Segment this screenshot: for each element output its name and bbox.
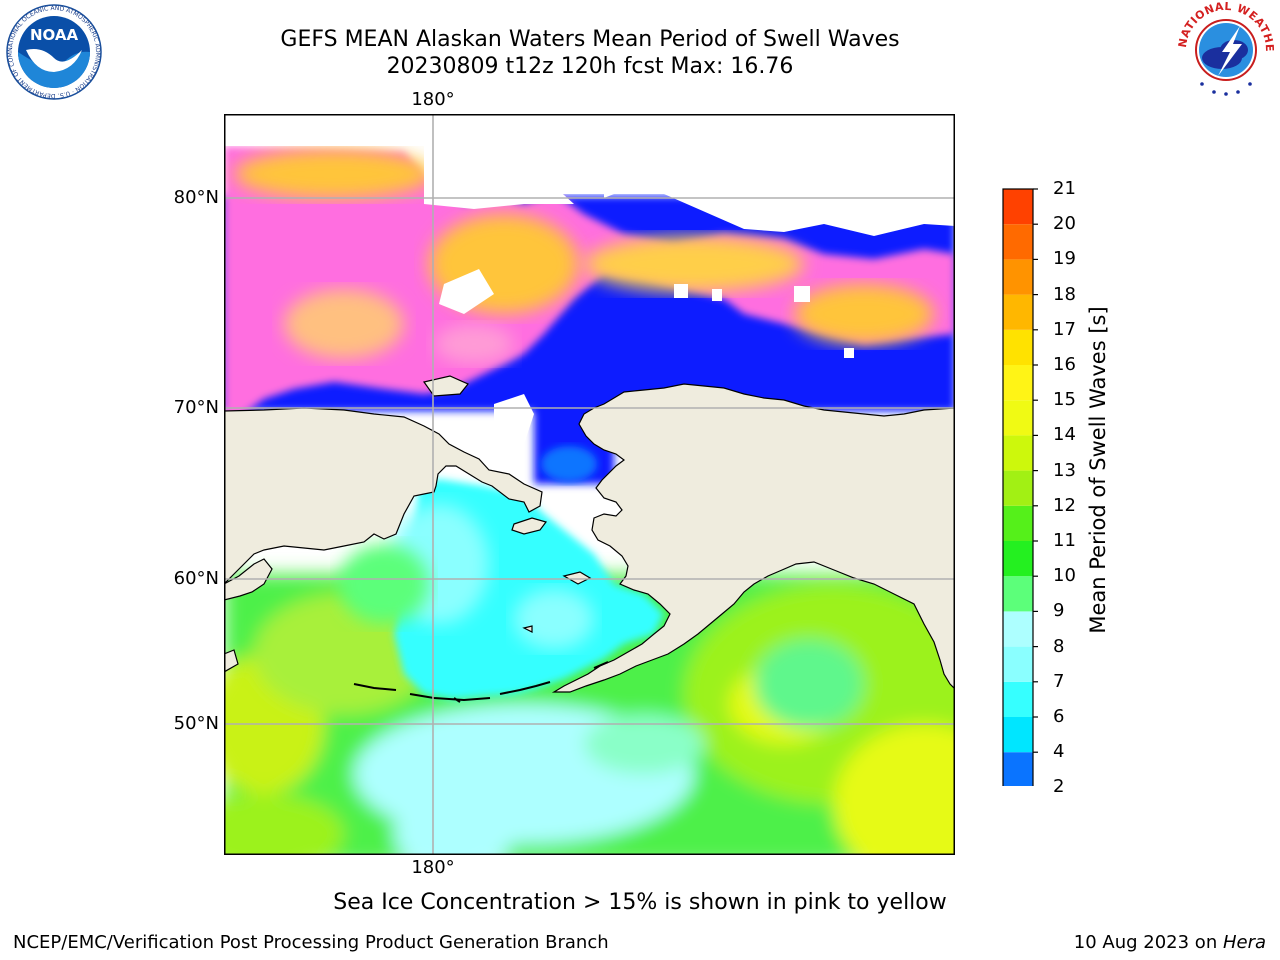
colorbar-segment-12 xyxy=(1003,470,1033,506)
colorbar xyxy=(1000,186,1040,786)
colorbar-tick-label: 15 xyxy=(1053,389,1076,411)
sea-ice-layer xyxy=(224,114,955,419)
colorbar-segment-15 xyxy=(1003,365,1033,401)
colorbar-tick-label: 17 xyxy=(1053,318,1076,340)
colorbar-tick-label: 12 xyxy=(1053,494,1076,516)
footer-date: 10 Aug 2023 on Hera xyxy=(1074,932,1266,953)
nws-logo: NATIONAL WEATHER SERVICE xyxy=(1173,0,1276,98)
colorbar-svg xyxy=(1002,188,1038,786)
colorbar-segment-19 xyxy=(1003,224,1033,260)
colorbar-segment-7 xyxy=(1003,646,1033,682)
colorbar-tick-label: 18 xyxy=(1053,283,1076,305)
colorbar-segment-20 xyxy=(1003,189,1033,225)
lat-tick-70: 70°N xyxy=(173,397,219,418)
noaa-logo-text: NOAA xyxy=(30,26,79,44)
footer-host: Hera xyxy=(1222,932,1266,953)
land-masses xyxy=(224,375,955,693)
colorbar-segment-16 xyxy=(1003,329,1033,365)
colorbar-tick-label: 2 xyxy=(1053,776,1065,798)
colorbar-segment-4 xyxy=(1003,717,1033,753)
colorbar-tick-label: 7 xyxy=(1053,670,1065,692)
colorbar-tick-label: 16 xyxy=(1053,354,1076,375)
colorbar-segment-18 xyxy=(1003,259,1033,295)
ice-free-patches xyxy=(439,269,854,459)
map-frame xyxy=(224,114,955,855)
colorbar-frame xyxy=(1002,188,1034,786)
colorbar-segment-14 xyxy=(1003,400,1033,436)
colorbar-tick-label: 4 xyxy=(1053,741,1065,763)
colorbar-segment-8 xyxy=(1003,611,1033,647)
colorbar-tick-label: 11 xyxy=(1053,530,1076,551)
colorbar-tick-label: 8 xyxy=(1053,635,1065,657)
swell-period-map xyxy=(224,114,955,855)
map-panel xyxy=(224,114,955,855)
colorbar-tick-label: 19 xyxy=(1053,248,1076,270)
lat-tick-60: 60°N xyxy=(173,568,219,589)
colorbar-segment-11 xyxy=(1003,505,1033,541)
colorbar-tick-label: 9 xyxy=(1053,600,1065,622)
lat-lon-grid xyxy=(224,114,955,855)
footer-credit: NCEP/EMC/Verification Post Processing Pr… xyxy=(13,932,609,953)
footer-date-text: 10 Aug 2023 on xyxy=(1073,932,1223,953)
sea-ice-note: Sea Ice Concentration > 15% is shown in … xyxy=(333,890,947,915)
colorbar-segment-9 xyxy=(1003,576,1033,612)
noaa-logo: NOAA NATIONAL OCEANIC AND ATMOSPHERIC AD… xyxy=(3,0,102,100)
colorbar-segment-13 xyxy=(1003,435,1033,471)
colorbar-segment-2 xyxy=(1003,752,1033,786)
lon-tick-top: 180° xyxy=(411,89,455,110)
colorbar-segment-17 xyxy=(1003,294,1033,330)
lat-tick-50: 50°N xyxy=(173,713,219,734)
colorbar-tick-label: 10 xyxy=(1053,565,1076,587)
colorbar-label: Mean Period of Swell Waves [s] xyxy=(1086,306,1110,634)
chart-title: GEFS MEAN Alaskan Waters Mean Period of … xyxy=(280,27,900,52)
lon-tick-bottom: 180° xyxy=(411,857,455,878)
colorbar-tick-label: 13 xyxy=(1053,459,1076,481)
colorbar-tick-label: 20 xyxy=(1053,213,1076,235)
colorbar-tick-label: 21 xyxy=(1053,178,1076,199)
colorbar-segment-10 xyxy=(1003,541,1033,577)
colorbar-segment-6 xyxy=(1003,681,1033,717)
colorbar-tick-label: 6 xyxy=(1053,706,1065,727)
aleutian-islands xyxy=(353,661,609,703)
lat-tick-80: 80°N xyxy=(173,187,219,208)
colorbar-tick-label: 14 xyxy=(1053,424,1076,446)
chart-subtitle: 20230809 t12z 120h fcst Max: 16.76 xyxy=(386,54,794,79)
bering-sea-field xyxy=(339,479,664,699)
